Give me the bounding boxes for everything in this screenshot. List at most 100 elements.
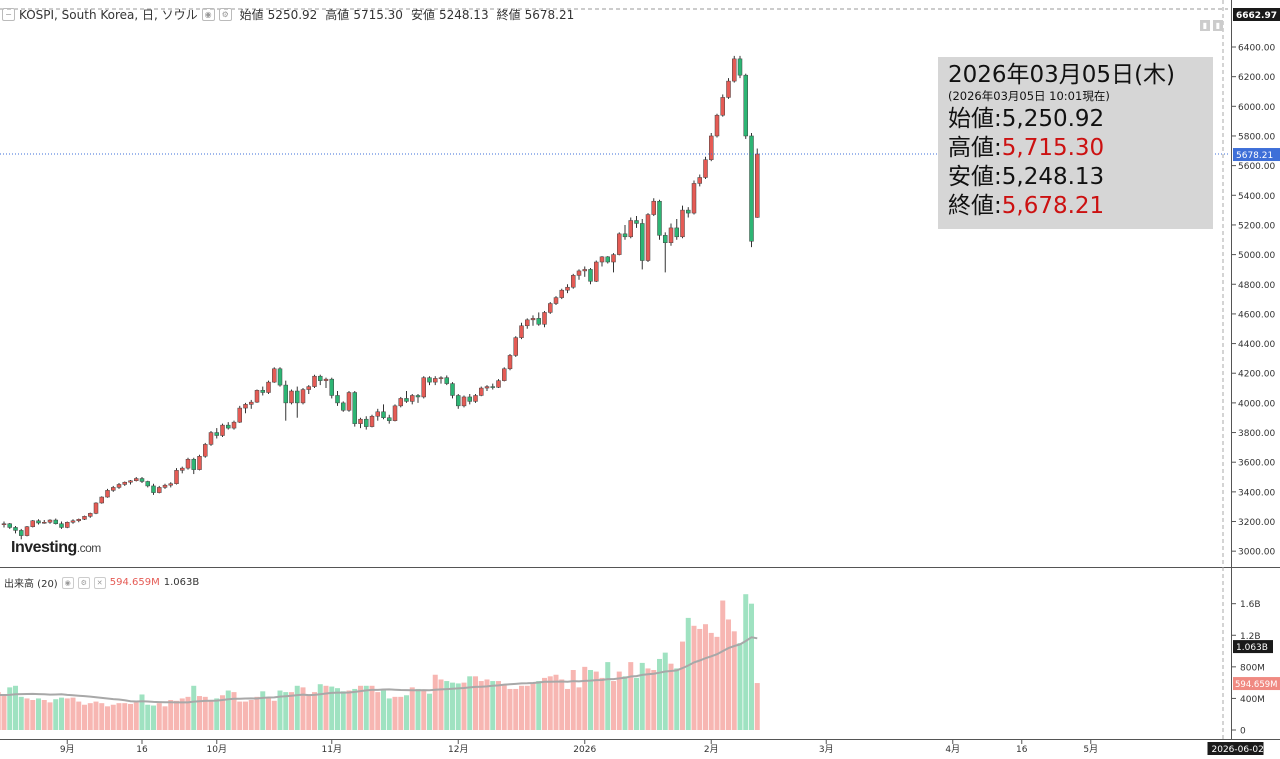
candle xyxy=(732,58,737,82)
volume-bar xyxy=(720,600,726,730)
volume-bar xyxy=(254,696,260,730)
candle xyxy=(13,527,18,531)
settings-icon[interactable]: ⚙ xyxy=(218,8,232,21)
volume-bar xyxy=(0,692,1,730)
volume-bar xyxy=(283,692,289,730)
volume-bar xyxy=(737,643,743,730)
candle xyxy=(220,424,225,436)
eye-icon[interactable]: ◉ xyxy=(201,8,215,21)
info-open-label: 始値 xyxy=(948,106,994,132)
volume-bar xyxy=(490,681,496,730)
candle xyxy=(479,387,484,396)
candle xyxy=(588,269,593,282)
candle xyxy=(139,478,145,482)
candle xyxy=(392,405,398,421)
close-icon[interactable]: ✕ xyxy=(93,576,106,589)
volume-bar xyxy=(398,696,404,730)
volume-bar xyxy=(668,663,674,730)
volume-bar xyxy=(271,700,277,730)
candle xyxy=(59,523,64,528)
volume-bar xyxy=(145,704,151,730)
candle xyxy=(7,523,12,528)
settings-icon[interactable]: ⚙ xyxy=(77,576,90,589)
volume-bar xyxy=(306,694,312,730)
volume-bar xyxy=(708,632,714,730)
eye-icon[interactable]: ◉ xyxy=(61,576,74,589)
volume-bar xyxy=(294,685,300,730)
candle xyxy=(605,256,610,263)
candle xyxy=(214,432,219,436)
candle xyxy=(157,487,162,493)
volume-tick-label: 0 xyxy=(1240,727,1246,737)
candle xyxy=(565,286,570,291)
candle xyxy=(128,480,133,483)
info-asof: (2026年03月05日 10:01現在) xyxy=(948,89,1110,103)
candle xyxy=(473,395,478,402)
high-value: 5715.30 xyxy=(353,7,403,22)
candle xyxy=(571,275,576,288)
pane-controls: ▮ ▮ xyxy=(1200,20,1223,31)
candle xyxy=(421,377,426,398)
volume-bar xyxy=(409,687,415,730)
candle xyxy=(272,368,277,383)
volume-bar xyxy=(565,688,570,730)
y-tick-label: 3600.00 xyxy=(1238,459,1275,469)
volume-bar xyxy=(237,701,243,730)
candle xyxy=(180,467,185,471)
candle xyxy=(346,392,352,411)
candle xyxy=(318,375,323,381)
candle xyxy=(553,297,559,304)
info-low-label: 安値 xyxy=(948,164,994,190)
candle xyxy=(398,398,403,407)
candle xyxy=(433,378,438,383)
volume-bar xyxy=(87,703,93,730)
candle xyxy=(260,390,265,393)
candle xyxy=(496,380,501,388)
candle xyxy=(467,396,472,402)
volume-bar xyxy=(340,691,346,730)
candle xyxy=(743,74,748,137)
volume-legend: 出来高 (20) ◉ ⚙ ✕ 594.659M 1.063B xyxy=(4,575,199,590)
volume-bar xyxy=(64,698,70,730)
volume-bar xyxy=(335,688,340,730)
volume-bar xyxy=(530,682,536,730)
volume-bar xyxy=(248,700,254,730)
candle xyxy=(645,214,651,261)
volume-bar xyxy=(427,693,432,730)
volume-bar xyxy=(559,679,565,730)
y-tick-label: 4600.00 xyxy=(1238,310,1275,320)
candle xyxy=(387,417,392,421)
candle xyxy=(720,97,725,116)
x-tick-label: 16 xyxy=(1016,745,1028,755)
info-box: 2026年03月05日(木) (2026年03月05日 10:01現在) 始値:… xyxy=(938,57,1213,229)
info-close-label: 終値 xyxy=(948,193,994,219)
volume-bar xyxy=(611,681,616,730)
candle xyxy=(415,395,421,398)
volume-bar xyxy=(588,670,593,730)
candle xyxy=(680,209,685,238)
volume-bar xyxy=(749,603,754,730)
minus-box-icon[interactable]: − xyxy=(2,8,15,21)
candle xyxy=(594,261,599,282)
candle xyxy=(116,484,122,488)
pane-shrink-icon[interactable]: ▮ xyxy=(1200,20,1210,31)
price-legend: − KOSPI, South Korea, 日, ソウル ◉ ⚙ 始値 5250.… xyxy=(2,6,574,23)
volume-bar xyxy=(622,676,628,730)
candle xyxy=(42,522,47,524)
volume-bar xyxy=(36,698,41,730)
last-price-tag xyxy=(1233,148,1280,162)
volume-bar xyxy=(450,682,455,730)
volume-bar xyxy=(185,696,191,730)
candle xyxy=(289,390,294,404)
high-label: 高値 xyxy=(325,8,350,22)
volume-bar xyxy=(691,625,697,730)
pane-expand-icon[interactable]: ▮ xyxy=(1213,20,1223,31)
volume-bar xyxy=(731,631,737,730)
volume-tick-label: 1.2B xyxy=(1240,632,1261,642)
candle xyxy=(369,415,375,427)
volume-tick-label: 1.6B xyxy=(1240,600,1261,610)
volume-bar xyxy=(151,705,156,730)
candle xyxy=(427,377,432,383)
candle xyxy=(88,513,93,517)
candle xyxy=(65,522,70,528)
